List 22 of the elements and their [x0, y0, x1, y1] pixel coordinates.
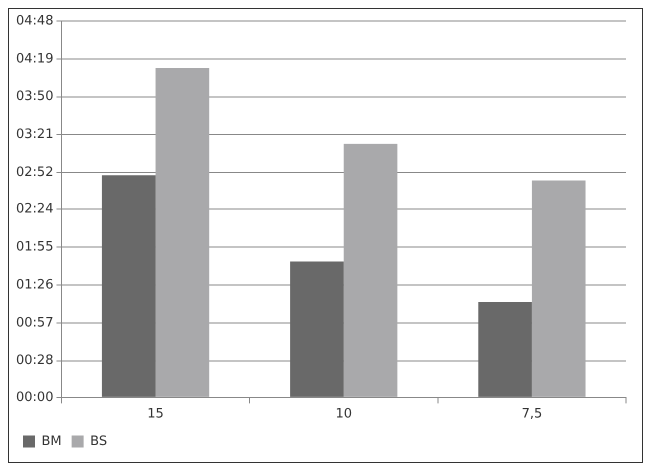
- y-tick-label: 01:55: [16, 239, 54, 254]
- bar: [478, 302, 532, 397]
- bar: [102, 175, 156, 397]
- y-tick-label: 01:26: [16, 277, 54, 292]
- y-tick-label: 04:19: [16, 51, 54, 66]
- bar: [344, 144, 398, 397]
- bar: [290, 261, 344, 397]
- y-tick-label: 02:52: [16, 164, 54, 180]
- y-tick-label: 03:50: [16, 89, 54, 104]
- y-tick-label: 00:00: [16, 390, 54, 405]
- legend-label: BS: [90, 434, 108, 449]
- bar: [532, 180, 586, 397]
- y-tick-label: 00:57: [16, 315, 54, 330]
- x-tick-label: 15: [147, 406, 164, 422]
- x-tick-label: 7,5: [522, 406, 542, 422]
- y-tick-label: 00:28: [16, 353, 54, 368]
- legend-label: BM: [42, 434, 62, 449]
- y-tick-label: 04:48: [16, 13, 54, 28]
- y-tick-label: 03:21: [16, 127, 54, 142]
- x-tick-label: 10: [335, 406, 352, 422]
- bar: [156, 68, 210, 397]
- y-tick-label: 02:24: [16, 202, 54, 217]
